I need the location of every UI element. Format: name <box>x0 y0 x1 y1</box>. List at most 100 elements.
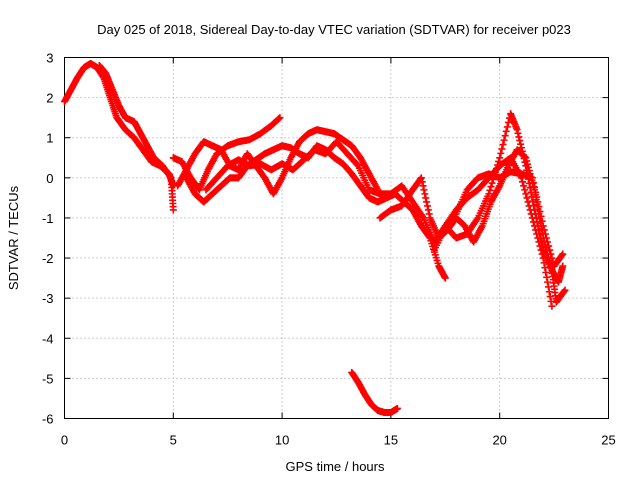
data-point <box>532 226 540 234</box>
data-point <box>393 404 401 412</box>
data-point <box>540 259 548 267</box>
data-point <box>524 163 532 171</box>
data-point <box>539 222 547 230</box>
x-tick-label: 25 <box>601 433 615 448</box>
data-point <box>422 194 430 202</box>
data-point <box>276 114 284 122</box>
series-track-j <box>348 368 401 416</box>
data-point <box>537 212 545 220</box>
data-point <box>558 251 566 259</box>
data-point <box>531 222 539 230</box>
data-point <box>537 246 545 254</box>
x-tick-label: 0 <box>61 433 68 448</box>
data-point <box>543 273 551 281</box>
data-point <box>545 288 553 296</box>
y-tick-label: 2 <box>46 91 53 106</box>
data-point <box>528 174 536 182</box>
data-point <box>521 153 529 161</box>
data-point <box>538 250 546 258</box>
grid <box>64 57 609 419</box>
data-point <box>514 129 522 137</box>
data-point <box>545 242 553 250</box>
data-point <box>420 186 428 194</box>
data-point <box>533 230 541 238</box>
x-tick-label: 5 <box>170 433 177 448</box>
x-tick-label: 20 <box>492 433 506 448</box>
data-point <box>529 179 537 187</box>
data-point <box>498 145 506 153</box>
y-tick-label: -3 <box>42 291 54 306</box>
data-point <box>418 178 426 186</box>
data-point <box>500 136 508 144</box>
data-point <box>539 254 547 262</box>
data-point <box>523 194 531 202</box>
y-tick-label: 0 <box>46 171 53 186</box>
data-point <box>503 123 511 131</box>
data-point <box>441 274 449 282</box>
data-point <box>544 283 552 291</box>
data-point <box>548 254 556 262</box>
x-axis-label: GPS time / hours <box>286 459 385 474</box>
data-point <box>501 132 509 140</box>
data-point <box>502 127 510 135</box>
series-track-a <box>61 60 177 190</box>
data-point <box>485 190 493 198</box>
data-point <box>525 202 533 210</box>
data-point <box>546 293 554 301</box>
data-point <box>169 206 177 214</box>
data-point <box>423 198 431 206</box>
data-point <box>519 178 527 186</box>
data-point <box>425 210 433 218</box>
data-point <box>559 262 567 270</box>
data-point <box>520 182 528 190</box>
data-point <box>532 188 540 196</box>
axis-ticks: 0 5 10 15 20 25 -6 -5 -4 -3 -2 -1 0 1 2 3 <box>42 51 616 448</box>
data-point <box>486 186 494 194</box>
x-tick-label: 10 <box>275 433 289 448</box>
series-track-e <box>182 142 449 282</box>
data-point <box>516 137 524 145</box>
data-point <box>421 190 429 198</box>
data-point <box>527 210 535 218</box>
data-point <box>541 264 549 272</box>
data-point <box>504 118 512 126</box>
data-point <box>522 190 530 198</box>
data-point <box>522 154 530 162</box>
data-point <box>544 278 552 286</box>
chart-title: Day 025 of 2018, Sidereal Day-to-day VTE… <box>97 22 571 37</box>
data-point <box>496 154 504 162</box>
series-track-d <box>174 126 382 198</box>
data-point <box>547 297 555 305</box>
data-point <box>529 218 537 226</box>
series-track-f <box>202 110 567 286</box>
data-point <box>525 167 533 175</box>
series-track-i <box>452 168 567 270</box>
data-point <box>353 161 361 169</box>
series-track-b <box>95 62 177 214</box>
data-point <box>499 141 507 149</box>
data-point <box>531 183 539 191</box>
data-points <box>61 60 569 416</box>
data-point <box>536 242 544 250</box>
data-point <box>547 250 555 258</box>
data-point <box>488 179 496 187</box>
data-point <box>561 286 569 294</box>
data-point <box>535 203 543 211</box>
data-point <box>424 206 432 214</box>
data-point <box>534 198 542 206</box>
y-tick-label: -5 <box>42 371 54 386</box>
data-point <box>166 173 174 181</box>
data-point <box>523 157 531 165</box>
data-point <box>517 140 525 148</box>
data-point <box>542 268 550 276</box>
data-point <box>548 302 556 310</box>
data-point <box>497 149 505 157</box>
data-point <box>559 250 567 258</box>
data-point <box>546 246 554 254</box>
x-tick-label: 15 <box>384 433 398 448</box>
y-tick-label: 1 <box>46 131 53 146</box>
data-point <box>542 234 550 242</box>
data-point <box>515 133 523 141</box>
plot-frame <box>64 57 609 419</box>
